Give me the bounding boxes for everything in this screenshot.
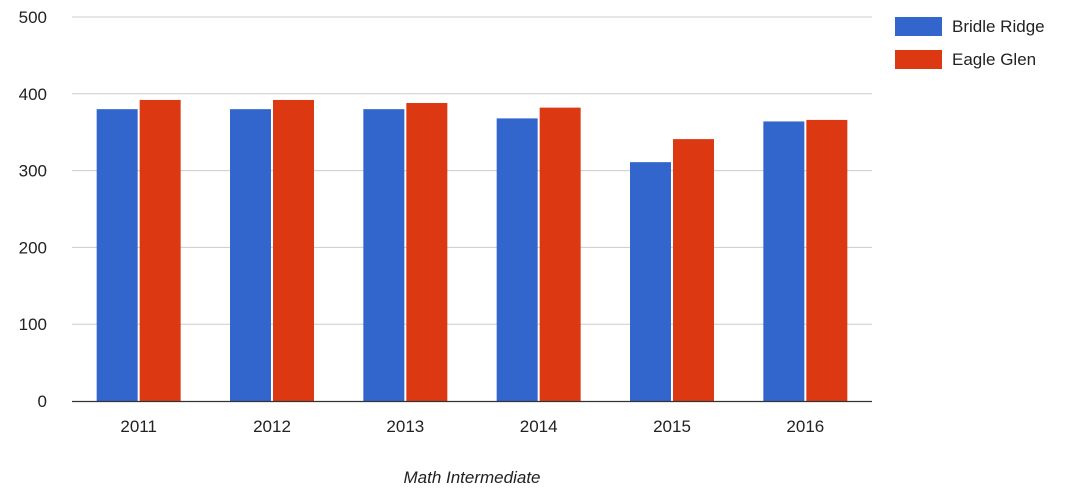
y-axis-tick-labels: 0 100 200 300 400 500 xyxy=(19,8,47,411)
bar-bridle-ridge-2011 xyxy=(96,109,138,401)
bar-bridle-ridge-2014 xyxy=(496,118,538,401)
bar-bridle-ridge-2015 xyxy=(630,162,671,401)
gridlines xyxy=(72,16,872,325)
x-tick-label: 2014 xyxy=(520,417,558,436)
bars xyxy=(96,99,848,402)
y-tick-label: 200 xyxy=(19,238,47,257)
legend-swatch xyxy=(895,50,942,69)
y-tick-label: 100 xyxy=(19,315,47,334)
y-tick-label: 400 xyxy=(19,85,47,104)
x-tick-label: 2013 xyxy=(386,417,424,436)
bar-eagle-glen-2015 xyxy=(673,139,714,401)
y-tick-label: 0 xyxy=(38,392,47,411)
x-tick-label: 2015 xyxy=(653,417,691,436)
y-tick-label: 500 xyxy=(19,8,47,27)
legend: Bridle Ridge Eagle Glen xyxy=(895,17,1045,69)
x-tick-label: 2012 xyxy=(253,417,291,436)
x-tick-label: 2011 xyxy=(120,417,157,436)
y-tick-label: 300 xyxy=(19,162,47,181)
bar-eagle-glen-2011 xyxy=(139,99,181,401)
legend-label: Bridle Ridge xyxy=(952,17,1045,36)
x-axis-title: Math Intermediate xyxy=(403,468,540,487)
bar-bridle-ridge-2016 xyxy=(763,121,805,401)
bar-bridle-ridge-2012 xyxy=(230,109,271,401)
x-axis-tick-labels: 2011 2012 2013 2014 2015 2016 xyxy=(120,417,824,436)
legend-label: Eagle Glen xyxy=(952,50,1036,69)
bar-eagle-glen-2013 xyxy=(406,103,448,402)
bar-eagle-glen-2016 xyxy=(806,119,848,402)
bar-bridle-ridge-2013 xyxy=(363,109,405,401)
legend-swatch xyxy=(895,17,942,36)
bar-eagle-glen-2014 xyxy=(539,107,581,402)
bar-eagle-glen-2012 xyxy=(273,99,314,401)
x-tick-label: 2016 xyxy=(786,417,824,436)
